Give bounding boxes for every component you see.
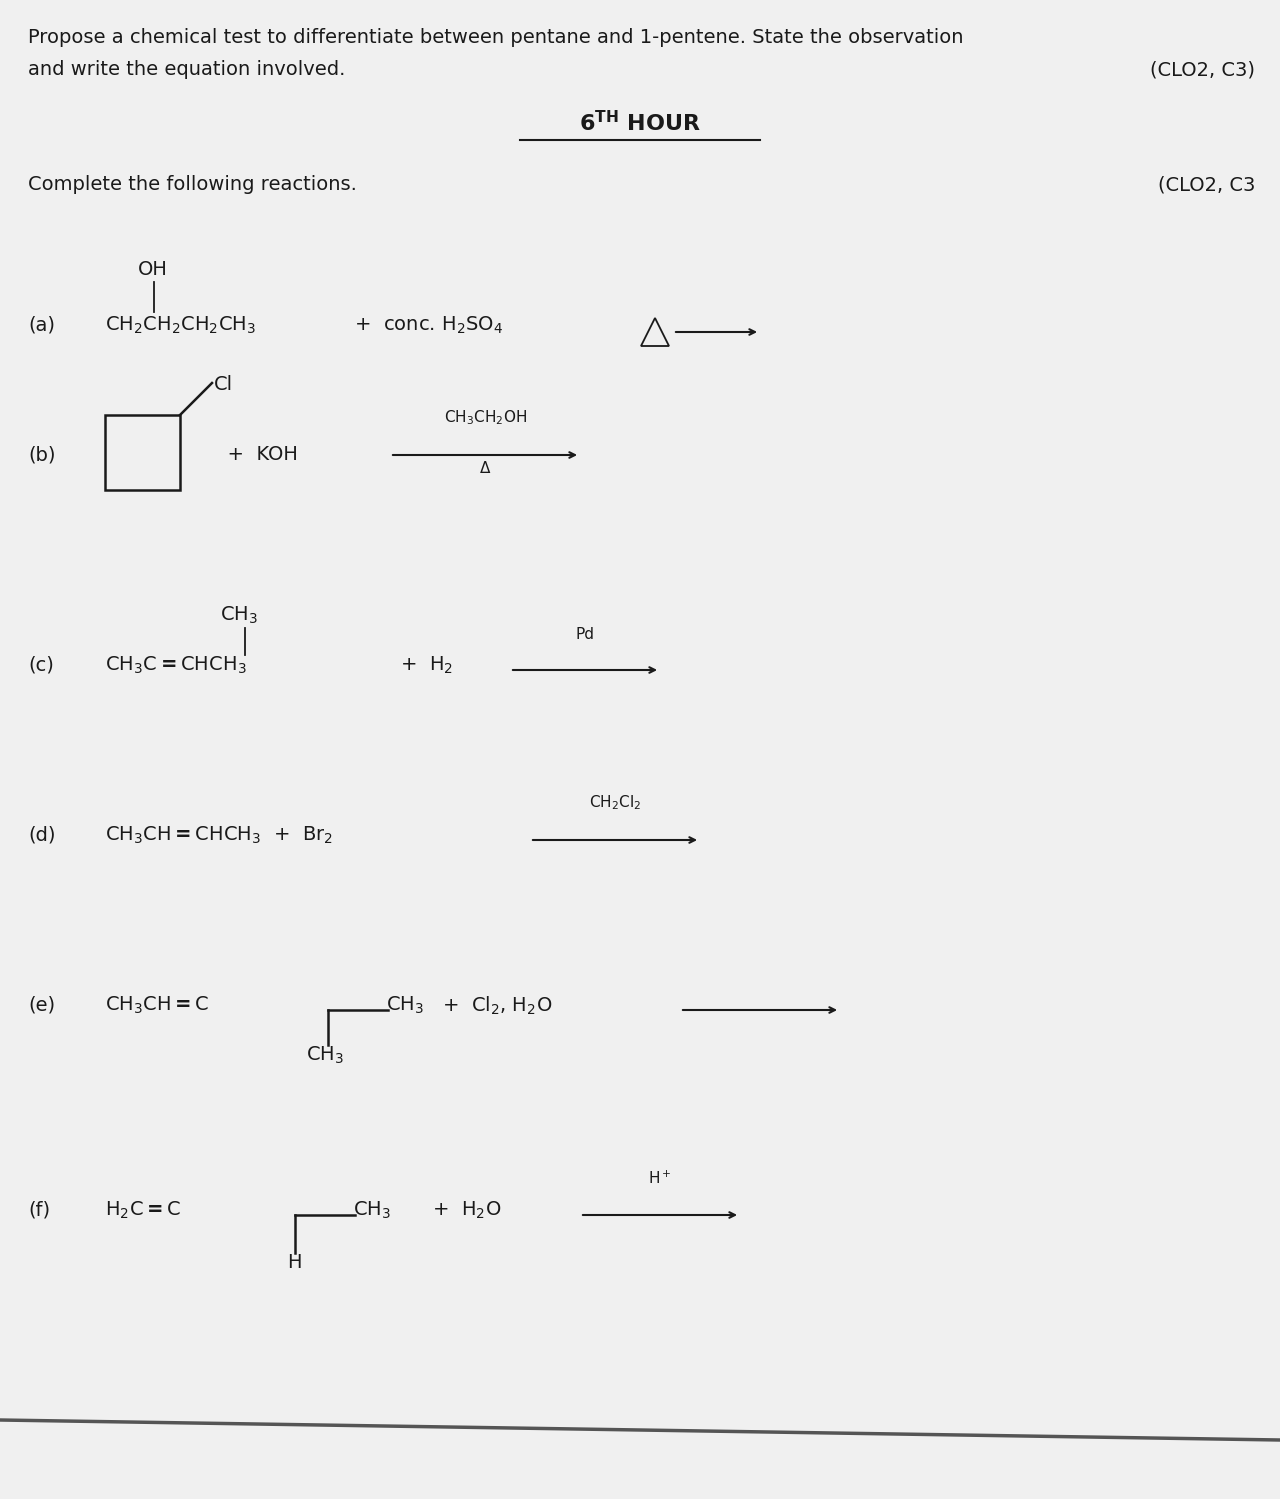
Text: CH$_3$C$\mathbf{=}$CHCH$_3$: CH$_3$C$\mathbf{=}$CHCH$_3$ — [105, 655, 247, 676]
Bar — [105, 415, 180, 490]
Text: H$_2$C$\mathbf{=}$C: H$_2$C$\mathbf{=}$C — [105, 1201, 182, 1222]
Text: +  H$_2$O: + H$_2$O — [420, 1201, 502, 1222]
Text: (CLO2, C3): (CLO2, C3) — [1149, 60, 1254, 79]
Text: CH$_3$: CH$_3$ — [353, 1201, 390, 1222]
Text: CH$_3$: CH$_3$ — [306, 1045, 344, 1066]
Text: (c): (c) — [28, 655, 54, 675]
Text: Cl: Cl — [214, 375, 233, 394]
Text: (b): (b) — [28, 445, 55, 465]
Text: (e): (e) — [28, 995, 55, 1013]
Text: CH$_2$CH$_2$CH$_2$CH$_3$: CH$_2$CH$_2$CH$_2$CH$_3$ — [105, 315, 256, 336]
Text: OH: OH — [138, 259, 168, 279]
Text: H: H — [287, 1253, 302, 1273]
Text: CH$_3$CH$\mathbf{=}$C: CH$_3$CH$\mathbf{=}$C — [105, 995, 210, 1016]
Text: CH$_3$CH$_2$OH: CH$_3$CH$_2$OH — [443, 408, 526, 427]
Text: CH$_3$: CH$_3$ — [220, 606, 259, 627]
Text: +  H$_2$: + H$_2$ — [388, 655, 453, 676]
Text: $\Delta$: $\Delta$ — [479, 460, 492, 477]
Text: Complete the following reactions.: Complete the following reactions. — [28, 175, 357, 193]
Text: +  conc. H$_2$SO$_4$: + conc. H$_2$SO$_4$ — [342, 315, 503, 336]
Text: 6$^{\mathbf{TH}}$ HOUR: 6$^{\mathbf{TH}}$ HOUR — [579, 109, 701, 135]
Text: CH$_3$: CH$_3$ — [387, 995, 424, 1016]
Text: Propose a chemical test to differentiate between pentane and 1-pentene. State th: Propose a chemical test to differentiate… — [28, 28, 964, 46]
Text: (CLO2, C3: (CLO2, C3 — [1157, 175, 1254, 193]
Text: (d): (d) — [28, 824, 55, 844]
Text: CH$_2$Cl$_2$: CH$_2$Cl$_2$ — [589, 793, 641, 812]
Text: CH$_3$CH$\mathbf{=}$CHCH$_3$  +  Br$_2$: CH$_3$CH$\mathbf{=}$CHCH$_3$ + Br$_2$ — [105, 824, 333, 847]
Text: +  Cl$_2$, H$_2$O: + Cl$_2$, H$_2$O — [430, 995, 553, 1018]
Text: Pd: Pd — [576, 627, 594, 642]
Text: and write the equation involved.: and write the equation involved. — [28, 60, 346, 79]
Text: H$^+$: H$^+$ — [648, 1169, 672, 1187]
Text: +  KOH: + KOH — [215, 445, 298, 465]
Text: (f): (f) — [28, 1201, 50, 1219]
Text: (a): (a) — [28, 315, 55, 334]
